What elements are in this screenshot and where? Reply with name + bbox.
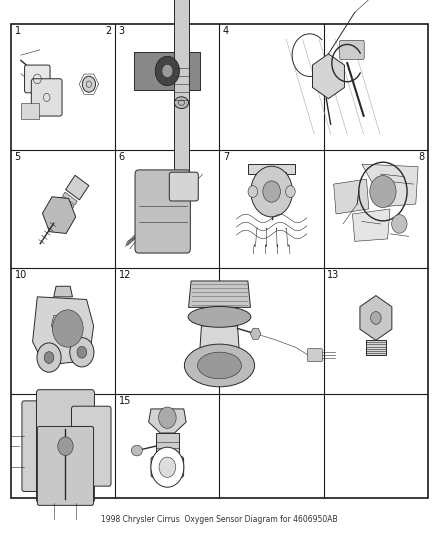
Bar bbox=[11, 24, 427, 498]
Polygon shape bbox=[198, 326, 240, 366]
Polygon shape bbox=[53, 207, 67, 220]
Text: 5: 5 bbox=[14, 152, 21, 162]
FancyBboxPatch shape bbox=[135, 170, 190, 253]
Polygon shape bbox=[65, 175, 88, 200]
Ellipse shape bbox=[184, 344, 254, 387]
Ellipse shape bbox=[70, 337, 94, 367]
FancyBboxPatch shape bbox=[25, 65, 50, 93]
FancyBboxPatch shape bbox=[307, 349, 321, 361]
FancyBboxPatch shape bbox=[71, 406, 111, 486]
Polygon shape bbox=[361, 164, 417, 206]
Ellipse shape bbox=[58, 437, 73, 456]
Polygon shape bbox=[247, 164, 294, 174]
Text: 7: 7 bbox=[223, 152, 229, 162]
Ellipse shape bbox=[391, 215, 406, 233]
Text: 1998 Chrysler Cirrus  Oxygen Sensor Diagram for 4606950AB: 1998 Chrysler Cirrus Oxygen Sensor Diagr… bbox=[101, 515, 337, 524]
Bar bbox=[134, 52, 200, 90]
FancyBboxPatch shape bbox=[151, 457, 183, 478]
Text: 15: 15 bbox=[118, 396, 131, 406]
Ellipse shape bbox=[158, 407, 176, 429]
Polygon shape bbox=[63, 192, 77, 205]
Text: 12: 12 bbox=[118, 270, 131, 280]
Ellipse shape bbox=[370, 312, 380, 325]
FancyBboxPatch shape bbox=[169, 172, 198, 201]
Ellipse shape bbox=[262, 181, 280, 202]
Polygon shape bbox=[201, 308, 237, 326]
Text: 4: 4 bbox=[223, 26, 229, 36]
Polygon shape bbox=[59, 197, 74, 210]
Polygon shape bbox=[148, 409, 186, 433]
Ellipse shape bbox=[285, 185, 295, 197]
Ellipse shape bbox=[77, 346, 87, 358]
FancyBboxPatch shape bbox=[37, 426, 93, 505]
Ellipse shape bbox=[82, 76, 95, 92]
Polygon shape bbox=[32, 297, 93, 366]
Polygon shape bbox=[155, 433, 179, 459]
Polygon shape bbox=[312, 54, 344, 99]
Bar bbox=[173, 0, 189, 169]
Polygon shape bbox=[188, 281, 250, 308]
Bar bbox=[365, 341, 385, 355]
Text: 13: 13 bbox=[326, 270, 339, 280]
Ellipse shape bbox=[44, 352, 54, 364]
Text: 1: 1 bbox=[14, 26, 21, 36]
Ellipse shape bbox=[159, 457, 175, 478]
Ellipse shape bbox=[52, 310, 83, 347]
FancyBboxPatch shape bbox=[339, 41, 364, 60]
Ellipse shape bbox=[197, 352, 241, 379]
Ellipse shape bbox=[187, 306, 251, 327]
Polygon shape bbox=[359, 296, 391, 341]
Polygon shape bbox=[56, 202, 71, 215]
Ellipse shape bbox=[247, 185, 257, 197]
Ellipse shape bbox=[151, 447, 184, 487]
Text: 8: 8 bbox=[417, 152, 424, 162]
Text: 6: 6 bbox=[118, 152, 124, 162]
Ellipse shape bbox=[37, 343, 61, 372]
Ellipse shape bbox=[162, 64, 173, 78]
Text: 3: 3 bbox=[118, 26, 124, 36]
Polygon shape bbox=[51, 316, 79, 342]
Bar bbox=[21, 103, 39, 119]
Text: 10: 10 bbox=[14, 270, 27, 280]
FancyBboxPatch shape bbox=[31, 79, 62, 116]
Polygon shape bbox=[42, 197, 75, 233]
FancyBboxPatch shape bbox=[22, 401, 53, 491]
Polygon shape bbox=[352, 209, 389, 241]
Text: 2: 2 bbox=[105, 26, 111, 36]
Ellipse shape bbox=[131, 445, 142, 456]
Polygon shape bbox=[250, 328, 260, 340]
Ellipse shape bbox=[250, 166, 292, 217]
Polygon shape bbox=[333, 179, 368, 214]
FancyBboxPatch shape bbox=[36, 390, 94, 503]
Ellipse shape bbox=[155, 56, 179, 86]
Ellipse shape bbox=[369, 175, 395, 207]
Polygon shape bbox=[53, 286, 72, 297]
Ellipse shape bbox=[174, 97, 188, 109]
